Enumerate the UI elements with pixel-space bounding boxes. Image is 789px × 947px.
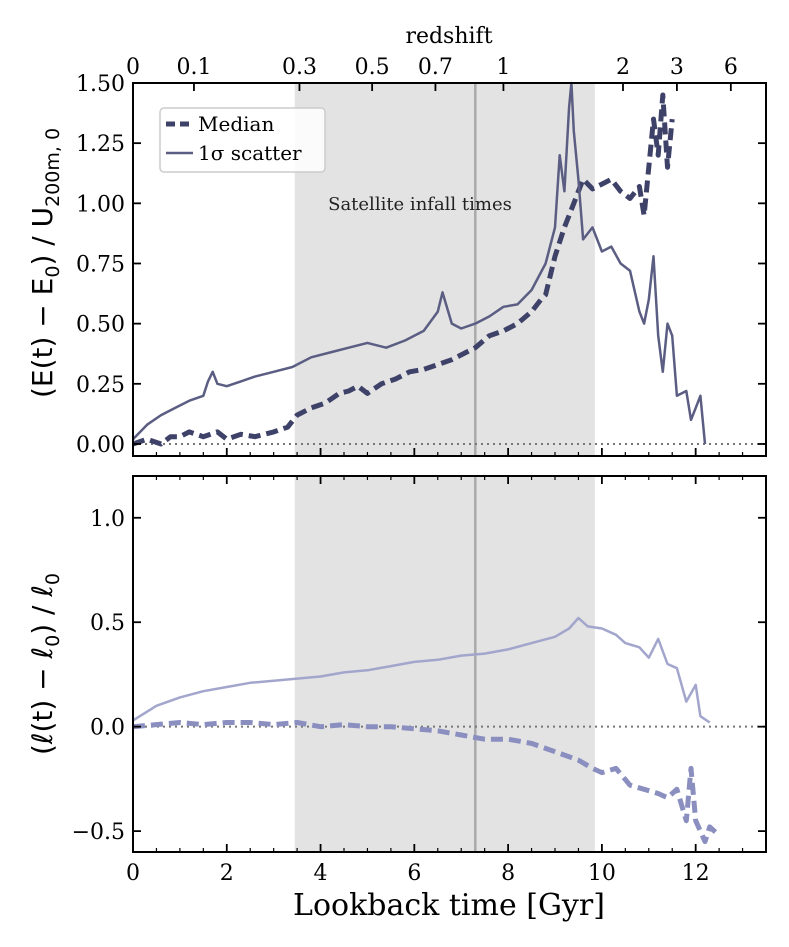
redshift-tick-label: 3 <box>670 55 684 80</box>
redshift-tick-label: 2 <box>616 55 630 80</box>
redshift-tick-label: 0.5 <box>355 55 390 80</box>
top-y-ticks: 0.00 0.25 0.50 0.75 1.00 1.25 1.50 <box>76 72 766 458</box>
bottom-series-group <box>132 616 721 845</box>
top-x-ticks <box>132 448 744 456</box>
top-scatter-line <box>132 81 707 445</box>
x-tick-label: 0 <box>126 861 140 886</box>
y-tick-label: 1.00 <box>76 192 125 217</box>
x-tick-label: 12 <box>682 861 710 886</box>
bottom-y-ticks: −0.5 0.0 0.5 1.0 <box>72 507 766 845</box>
x-axis-label: Lookback time [Gyr] <box>293 888 605 923</box>
bottom-ylabel-sub1: 0 <box>42 635 64 647</box>
redshift-tick-label: 0.7 <box>418 55 453 80</box>
bottom-x-ticks: 0 2 4 6 8 10 12 <box>126 476 744 886</box>
y-tick-label: 0.50 <box>76 313 125 338</box>
redshift-ticks: 0 0.1 0.3 0.5 0.7 1 2 3 6 <box>126 55 738 91</box>
legend-median-label: Median <box>198 112 274 136</box>
top-ylabel-sub2: 200m, 0 <box>42 128 64 207</box>
legend-scatter-label: 1σ scatter <box>198 141 302 165</box>
x-tick-label: 6 <box>407 861 421 886</box>
bottom-y-axis-label: (ℓ(t) − ℓ0) / ℓ0 <box>26 573 64 755</box>
x-tick-label: 8 <box>501 861 515 886</box>
top-ylabel-mid: ) / U <box>26 207 59 266</box>
bottom-ylabel-sub2: 0 <box>42 573 64 585</box>
redshift-tick-label: 1 <box>496 55 510 80</box>
bottom-ylabel-mid: ) / ℓ <box>26 585 59 635</box>
legend: Median 1σ scatter <box>159 107 326 173</box>
redshift-axis-label: redshift <box>405 24 492 49</box>
top-ylabel-sub1: 0 <box>42 266 64 278</box>
y-tick-label: 1.0 <box>90 507 125 532</box>
satellite-infall-annotation: Satellite infall times <box>328 194 512 215</box>
top-panel: 0.000.250.500.751.001.251.50 0 0.1 0.3 0.5 0… <box>26 24 767 458</box>
redshift-tick-label: 0 <box>126 55 140 80</box>
y-tick-label: 0.75 <box>76 252 125 277</box>
bottom-panel: −0.50.00.51.0 0 2 4 6 8 10 12 (ℓ(t) − ℓ0) / ℓ0… <box>26 475 767 923</box>
y-tick-label: 0.5 <box>90 611 125 636</box>
top-median-line <box>132 92 675 447</box>
bottom-scatter-line <box>132 616 711 724</box>
y-tick-label: 1.50 <box>76 72 125 97</box>
bottom-ylabel-main: (ℓ(t) − ℓ <box>26 647 59 755</box>
y-tick-label: 0.00 <box>76 433 125 458</box>
bottom-frame <box>132 475 767 853</box>
top-series-group <box>132 81 707 447</box>
y-tick-label: 0.25 <box>76 373 125 398</box>
y-tick-label: 0.0 <box>90 716 125 741</box>
top-ylabel-main: (E(t) − E <box>26 278 59 398</box>
top-frame <box>132 82 767 457</box>
top-y-axis-label: (E(t) − E0) / U200m, 0 <box>26 128 64 398</box>
x-tick-label: 2 <box>220 861 234 886</box>
legend-box <box>159 107 326 173</box>
x-tick-label: 4 <box>314 861 328 886</box>
redshift-tick-label: 0.1 <box>176 55 211 80</box>
bottom-shaded-infall-region <box>294 476 595 852</box>
redshift-tick-label: 0.3 <box>282 55 317 80</box>
bottom-median-line <box>132 720 721 845</box>
y-tick-label: −0.5 <box>72 820 125 845</box>
x-tick-label: 10 <box>588 861 616 886</box>
y-tick-label: 1.25 <box>76 132 125 157</box>
redshift-tick-label: 6 <box>724 55 738 80</box>
